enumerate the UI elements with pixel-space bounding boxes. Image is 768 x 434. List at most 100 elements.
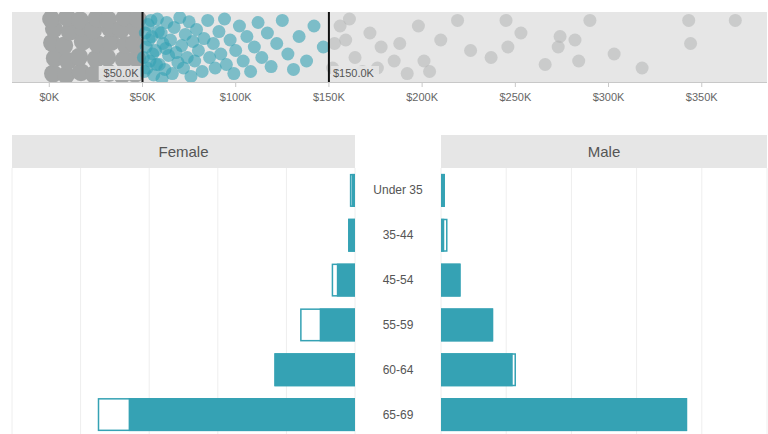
panel-title: Male <box>588 143 621 160</box>
point <box>568 34 581 47</box>
point <box>227 67 240 80</box>
x-tick-label: $200K <box>406 91 438 103</box>
x-tick-label: $100K <box>220 91 252 103</box>
outline-bar <box>442 309 493 341</box>
outline-bar <box>442 175 444 207</box>
point <box>240 30 253 43</box>
point <box>539 58 552 71</box>
outline-bar <box>442 354 515 386</box>
point <box>261 27 274 40</box>
point <box>729 14 742 27</box>
point <box>485 51 498 64</box>
point <box>451 14 464 27</box>
x-tick-label: $0K <box>39 91 59 103</box>
category-label: 65-69 <box>383 408 414 422</box>
bar <box>129 398 355 431</box>
point <box>287 63 300 76</box>
reference-label: $50.0K <box>104 67 140 79</box>
reference-line <box>328 12 330 82</box>
point <box>265 60 278 73</box>
bars <box>441 174 687 431</box>
grid-line <box>506 168 507 434</box>
x-tick <box>515 83 516 87</box>
outline-bar <box>442 220 447 252</box>
grid-line <box>217 168 218 434</box>
grid-line <box>636 168 637 434</box>
point <box>339 34 352 47</box>
category-label: 55-59 <box>383 318 414 332</box>
reference-label-background <box>99 66 141 80</box>
outline-bar <box>301 309 354 341</box>
grid-line <box>701 168 702 434</box>
points <box>42 12 742 82</box>
grid-line <box>286 168 287 434</box>
bar <box>441 398 687 431</box>
point <box>434 34 447 47</box>
point <box>207 37 220 50</box>
outline-bar <box>351 175 355 207</box>
bar <box>441 308 493 341</box>
point <box>572 55 585 68</box>
point <box>375 41 388 54</box>
outline-bar <box>332 264 354 296</box>
point <box>300 55 313 68</box>
point <box>209 62 222 75</box>
point <box>255 51 268 64</box>
category-label: 60-64 <box>383 363 414 377</box>
bars <box>99 174 356 431</box>
x-axis-line <box>12 82 767 83</box>
point <box>229 44 242 57</box>
point <box>166 67 179 80</box>
point <box>343 13 356 26</box>
x-tick-label: $350K <box>686 91 718 103</box>
grid-line <box>149 168 150 434</box>
x-tick <box>142 83 143 87</box>
point <box>252 16 265 29</box>
chart-root: $0K$50K$100K$150K$200K$250K$300K$350K$50… <box>0 0 768 434</box>
category-label: 45-54 <box>383 273 414 287</box>
point <box>317 41 330 54</box>
point <box>237 55 250 68</box>
point <box>500 14 513 27</box>
point <box>218 13 231 26</box>
point <box>276 14 289 27</box>
point <box>212 25 225 38</box>
x-tick <box>422 83 423 87</box>
point <box>201 14 214 27</box>
point <box>423 65 436 78</box>
point <box>293 30 306 43</box>
point <box>184 70 197 82</box>
point <box>196 65 209 78</box>
grid-line <box>80 168 81 434</box>
bar <box>337 264 355 297</box>
x-tick-label: $150K <box>313 91 345 103</box>
point <box>192 44 205 57</box>
point <box>682 14 695 27</box>
grid-line <box>355 168 356 434</box>
bar <box>274 353 355 386</box>
point <box>412 20 425 33</box>
reference-label: $150.0K <box>333 67 375 79</box>
bar <box>441 174 445 207</box>
point <box>328 37 341 50</box>
x-tick <box>328 83 329 87</box>
bar <box>320 308 355 341</box>
x-tick-label: $300K <box>593 91 625 103</box>
point <box>281 48 294 61</box>
x-tick <box>49 83 50 87</box>
point <box>164 34 177 47</box>
bar <box>441 219 444 252</box>
point <box>401 67 414 80</box>
x-tick <box>235 83 236 87</box>
outline-bar <box>442 264 460 296</box>
point <box>70 48 88 66</box>
point <box>608 48 621 61</box>
point <box>244 65 257 78</box>
outline-bar <box>349 220 354 252</box>
bar <box>352 174 355 207</box>
category-label: Under 35 <box>373 183 423 197</box>
x-tick-label: $50K <box>130 91 156 103</box>
panel-header <box>441 135 767 168</box>
point <box>684 37 697 50</box>
x-tick <box>701 83 702 87</box>
